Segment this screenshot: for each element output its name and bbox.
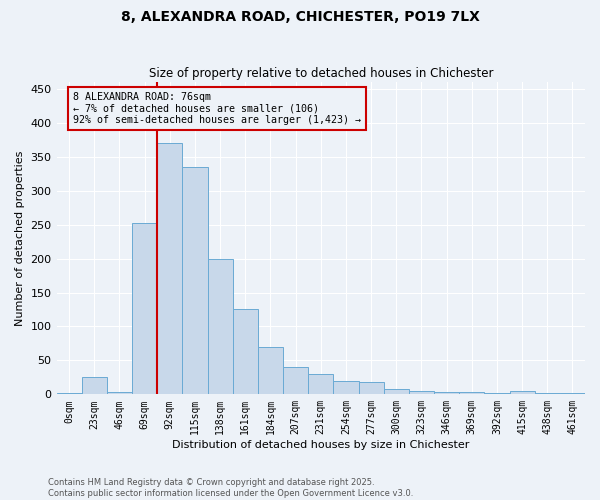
Bar <box>258 347 283 395</box>
Bar <box>334 381 359 394</box>
Text: 8, ALEXANDRA ROAD, CHICHESTER, PO19 7LX: 8, ALEXANDRA ROAD, CHICHESTER, PO19 7LX <box>121 10 479 24</box>
Y-axis label: Number of detached properties: Number of detached properties <box>15 150 25 326</box>
Bar <box>409 391 434 394</box>
Bar <box>484 393 509 394</box>
Bar <box>233 310 258 394</box>
Bar <box>359 382 383 394</box>
Text: 8 ALEXANDRA ROAD: 76sqm
← 7% of detached houses are smaller (106)
92% of semi-de: 8 ALEXANDRA ROAD: 76sqm ← 7% of detached… <box>73 92 361 126</box>
Bar <box>560 393 585 394</box>
X-axis label: Distribution of detached houses by size in Chichester: Distribution of detached houses by size … <box>172 440 469 450</box>
Bar <box>56 393 82 394</box>
Bar <box>383 389 409 394</box>
Bar <box>82 378 107 394</box>
Bar <box>509 391 535 394</box>
Bar <box>208 258 233 394</box>
Bar <box>434 392 459 394</box>
Bar <box>182 167 208 394</box>
Bar <box>283 367 308 394</box>
Bar <box>107 392 132 394</box>
Bar <box>535 393 560 394</box>
Text: Contains HM Land Registry data © Crown copyright and database right 2025.
Contai: Contains HM Land Registry data © Crown c… <box>48 478 413 498</box>
Bar <box>459 392 484 394</box>
Bar <box>157 143 182 395</box>
Bar <box>308 374 334 394</box>
Title: Size of property relative to detached houses in Chichester: Size of property relative to detached ho… <box>149 66 493 80</box>
Bar <box>132 224 157 394</box>
